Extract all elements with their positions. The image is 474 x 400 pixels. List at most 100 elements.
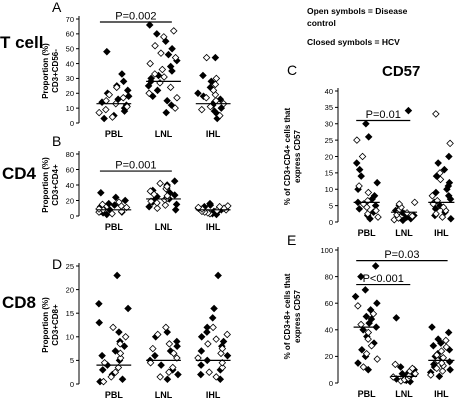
data-point-open-diamond [160,33,168,41]
y-tick-label: 40 [325,326,333,335]
y-tick-label: 0 [70,212,74,221]
y-tick-label: 80 [325,272,333,281]
y-axis-label: CD3+CD8+ [51,304,60,346]
data-point-open-diamond [99,377,108,386]
y-tick-label: 50 [66,45,74,54]
data-point-open-diamond [109,323,117,332]
data-point-closed-diamond [164,50,173,59]
y-tick-label: 70 [66,15,74,24]
data-point-closed-diamond [145,202,153,211]
data-point-open-diamond [108,209,116,218]
data-point-open-diamond [146,358,155,367]
data-point-open-diamond [116,354,125,362]
data-point-closed-diamond [436,201,444,210]
data-point-closed-diamond [219,337,228,346]
data-point-open-diamond [165,368,173,376]
data-point-closed-diamond [373,178,381,187]
significance-label: P=0.001 [115,160,156,172]
category-label-pbl: PBL [105,222,124,232]
y-tick-label: 0 [70,380,74,389]
data-point-closed-diamond [194,89,202,98]
y-tick-label: 30 [325,120,333,129]
data-point-closed-diamond [172,200,181,209]
data-point-open-diamond [171,53,180,62]
data-point-open-diamond [438,213,447,221]
data-point-closed-diamond [163,375,172,384]
data-point-open-diamond [218,344,227,353]
data-point-closed-diamond [197,361,205,369]
data-point-closed-diamond [207,77,216,86]
category-label-lnl: LNL [395,389,413,399]
data-point-open-diamond [149,344,157,353]
data-point-open-diamond [363,210,372,218]
data-point-open-diamond [116,349,125,358]
data-point-closed-diamond [98,351,106,360]
legend-closed-symbols: Closed symbols = HCV [307,37,400,47]
panel-b: 0 20 40 60 80 Proportion (%) CD3+CD4+ PBL LNL IHL… [41,150,232,232]
data-point-open-diamond [105,91,114,99]
data-point-open-diamond [442,343,451,351]
y-tick-label: 25 [325,136,333,145]
data-point-closed-diamond [371,262,380,270]
y-axis-label: CD3+CD56- [51,49,60,93]
data-point-closed-diamond [396,363,405,371]
data-point-open-diamond [102,105,110,114]
data-point-open-diamond [95,205,103,213]
data-point-closed-diamond [367,315,376,323]
data-point-closed-diamond [357,172,365,180]
data-point-open-diamond [212,373,220,381]
data-point-open-diamond [173,93,181,102]
cd57-title: CD57 [382,63,421,80]
panel-letter-b: B [52,133,62,149]
data-point-closed-diamond [210,107,219,115]
data-point-closed-diamond [445,178,454,187]
y-tick-label: 100 [320,246,333,255]
data-point-closed-diamond [428,323,436,331]
data-point-closed-diamond [370,192,379,200]
panel-letter-d: D [52,256,63,272]
data-point-closed-diamond [354,359,362,367]
data-point-open-diamond [205,368,213,376]
data-point-open-diamond [154,330,162,339]
data-point-open-diamond [391,360,400,369]
data-point-open-diamond [410,198,419,207]
data-point-open-diamond [211,80,220,89]
data-point-closed-diamond [119,77,128,86]
data-point-open-diamond [116,340,124,348]
row-label-cd8: CD8 [2,293,37,312]
data-point-open-diamond [171,104,179,112]
data-point-closed-diamond [355,205,364,213]
data-point-open-diamond [359,363,368,371]
data-point-closed-diamond [445,152,453,161]
panel-letter-c: C [287,62,298,78]
data-point-open-diamond [161,201,170,209]
data-point-open-diamond [146,59,154,68]
panel-d: 0 5 10 15 20 25 Proportion (%) CD3+CD8+ PBL LNL IH… [41,262,232,400]
data-point-closed-diamond [118,70,126,78]
panel-a: 0 10 20 30 40 50 60 70 Proportion (%) CD3+CD56- PB… [41,10,231,139]
data-point-open-diamond [367,341,376,350]
data-point-open-diamond [202,53,211,62]
data-point-open-diamond [364,188,373,197]
panel-c: 0 5 10 15 20 25 30 35 40 % of CD3+CD4+ cells that… [283,87,455,238]
y-axis-label: Proportion (%) [41,157,50,213]
data-point-open-diamond [115,198,123,206]
data-point-open-diamond [157,49,165,57]
data-point-closed-diamond [214,271,222,280]
data-point-open-diamond [165,340,174,348]
y-tick-label: 10 [66,333,74,342]
data-point-open-diamond [194,354,202,362]
y-axis-label: CD3+CD4+ [51,164,60,206]
data-point-closed-diamond [166,62,175,71]
y-tick-label: 60 [66,30,74,39]
data-point-closed-diamond [115,328,123,336]
data-point-open-diamond [442,336,450,345]
data-point-open-diamond [428,192,437,200]
data-point-open-diamond [145,89,153,98]
data-point-open-diamond [408,212,417,220]
y-tick-label: 20 [325,152,333,161]
data-point-open-diamond [156,79,164,87]
data-point-closed-diamond [163,96,171,105]
y-tick-label: 20 [325,352,333,361]
y-axis-label: express CD57 [293,289,302,342]
